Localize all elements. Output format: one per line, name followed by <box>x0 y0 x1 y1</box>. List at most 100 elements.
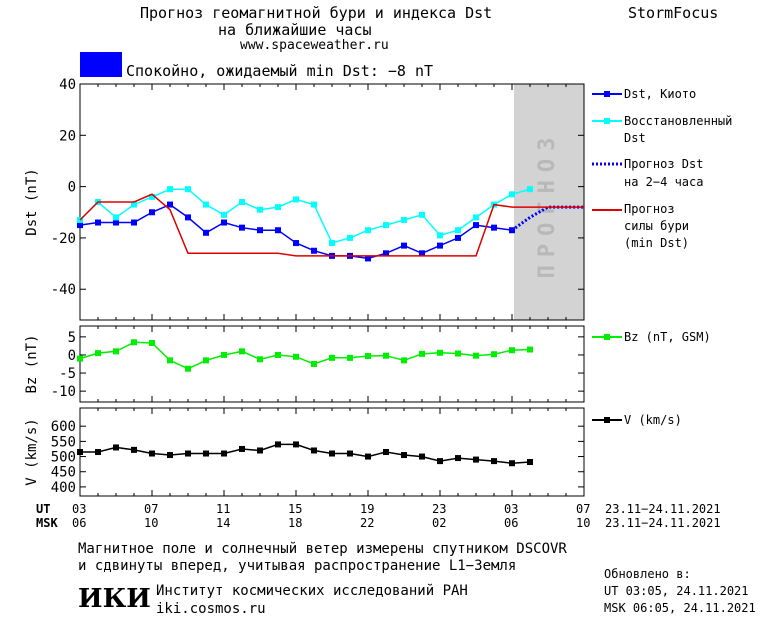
dst-y-axis-label: Dst (nT) <box>24 168 40 235</box>
y-tick-label: -20 <box>51 231 76 247</box>
ut-tick-label: 11 <box>216 502 231 516</box>
msk-tick-label: 02 <box>432 516 447 530</box>
msk-tick-label: 06 <box>72 516 87 530</box>
legend-forecast-storm-label-2: силы бури <box>624 219 690 233</box>
forecast-band-label: ПРОГНОЗ <box>535 130 560 279</box>
forecast-band <box>514 84 584 320</box>
restored-dst-point <box>221 211 227 218</box>
restored-dst-point <box>311 201 317 208</box>
dst-point <box>149 209 155 216</box>
ut-tick-label: 15 <box>288 502 303 516</box>
msk-tick-label: 22 <box>360 516 375 530</box>
bz-point <box>221 351 227 358</box>
site-url[interactable]: www.spaceweather.ru <box>240 38 389 53</box>
bz-point <box>473 352 479 359</box>
restored-dst-point <box>239 199 245 205</box>
bz-point <box>509 347 515 354</box>
msk-tick-label: 14 <box>216 516 231 530</box>
v-point <box>527 459 533 466</box>
v-point <box>491 458 497 465</box>
dst-point <box>419 250 425 257</box>
y-tick-label: -40 <box>51 282 76 298</box>
legend-v-label: V (km/s) <box>624 413 682 427</box>
y-tick-label: 600 <box>51 419 76 435</box>
bz-point <box>275 351 281 358</box>
restored-dst-point <box>509 191 515 198</box>
v-point <box>455 455 461 462</box>
bz-line <box>79 341 531 370</box>
v-point <box>131 446 137 453</box>
forecast-storm-line <box>79 193 584 257</box>
restored-dst-point <box>383 222 389 229</box>
y-tick-label: 0 <box>68 180 76 196</box>
restored-dst-point <box>203 201 209 208</box>
institute-site[interactable]: iki.cosmos.ru <box>156 601 266 617</box>
msk-axis-label: MSK <box>36 516 58 530</box>
ut-tick-label: 03 <box>504 502 519 516</box>
dst-point <box>239 224 245 231</box>
legend-forecast-dst-label-1: Прогноз Dst <box>624 157 704 171</box>
bz-y-axis-label: Bz (nT) <box>24 334 40 393</box>
v-point <box>329 450 335 457</box>
restored-dst-point <box>149 193 155 200</box>
msk-tick-label: 06 <box>504 516 519 530</box>
ut-tick-label: 07 <box>144 502 159 516</box>
y-tick-label: -5 <box>59 366 76 382</box>
bz-point <box>257 356 263 363</box>
bz-point <box>365 353 371 360</box>
legend-v-symbol <box>592 417 622 423</box>
y-tick-label: 5 <box>68 330 76 346</box>
restored-dst-point <box>131 201 137 208</box>
ut-tick-label: 07 <box>576 502 591 516</box>
bz-point <box>329 354 335 361</box>
legend-forecast-dst-label-2: на 2−4 часа <box>624 175 704 189</box>
dst-point <box>491 224 497 231</box>
y-tick-label: 450 <box>51 465 76 481</box>
msk-date-range: 23.11−24.11.2021 <box>605 516 721 530</box>
bz-point <box>203 357 209 364</box>
dst-point <box>95 219 101 226</box>
v-point <box>347 450 353 457</box>
ut-date-range: 23.11−24.11.2021 <box>605 502 721 516</box>
legend-restored-symbol <box>592 118 622 124</box>
y-tick-label: -10 <box>51 384 76 400</box>
bz-point <box>239 348 245 355</box>
legend-forecast-storm-label-3: (min Dst) <box>624 236 690 250</box>
bz-point <box>293 353 299 360</box>
dst-line <box>79 203 513 260</box>
y-tick-label: 40 <box>59 77 76 93</box>
dst-point <box>365 255 371 262</box>
v-point <box>437 458 443 465</box>
dst-point <box>203 229 209 236</box>
restored-dst-point <box>167 186 173 193</box>
restored-dst-point <box>185 186 191 193</box>
v-point <box>275 441 281 448</box>
bz-point <box>311 361 317 367</box>
dst-point <box>113 219 119 226</box>
restored-dst-point <box>347 234 353 241</box>
v-y-axis-label: V (km/s) <box>24 418 40 485</box>
dst-point <box>311 247 317 254</box>
v-point <box>365 453 371 460</box>
v-point <box>113 444 119 451</box>
v-point <box>311 447 317 454</box>
legend-bz-symbol <box>592 334 622 340</box>
dst-panel-frame <box>79 83 585 321</box>
bz-point <box>185 365 191 372</box>
dst-point <box>167 201 173 208</box>
restored-dst-point <box>365 227 371 234</box>
restored-dst-point <box>275 204 281 211</box>
bz-point <box>347 354 353 361</box>
v-point <box>95 449 101 455</box>
data-source-note-1: Магнитное поле и солнечный ветер измерен… <box>78 541 567 557</box>
restored-dst-point <box>329 240 335 247</box>
bz-point <box>419 350 425 357</box>
bz-point <box>527 346 533 353</box>
dst-point <box>455 234 461 241</box>
brand-name: StormFocus <box>628 4 719 22</box>
y-tick-label: 550 <box>51 434 76 450</box>
restored-dst-point <box>293 196 299 203</box>
dst-point <box>401 242 407 249</box>
dst-point <box>509 227 515 234</box>
restored-dst-point <box>455 227 461 234</box>
